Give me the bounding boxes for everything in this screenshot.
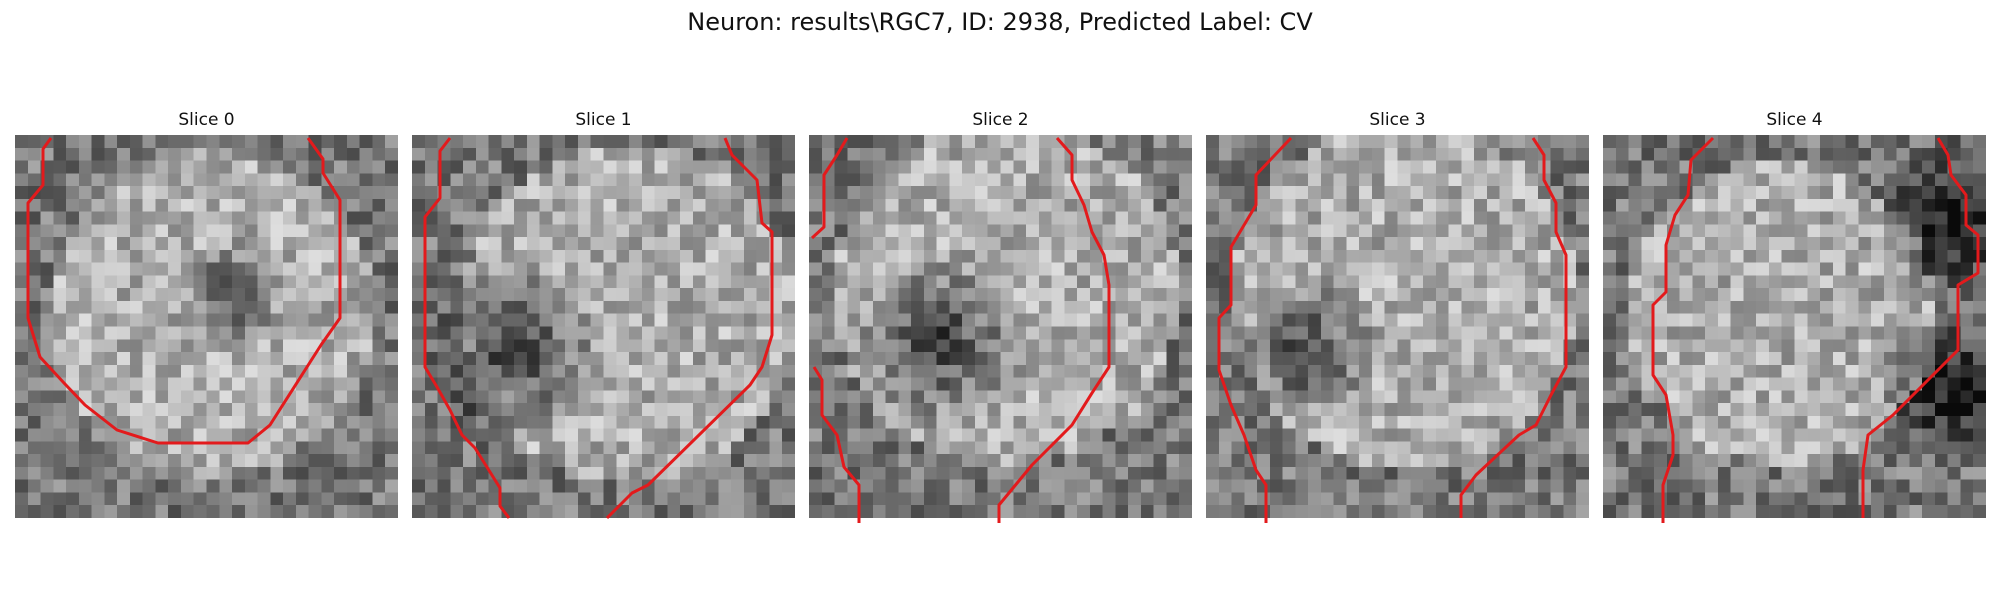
- slice-title: Slice 2: [809, 108, 1192, 132]
- segmentation-contour: [1603, 135, 1986, 518]
- segmentation-contour: [809, 135, 1192, 518]
- figure-title: Neuron: results\RGC7, ID: 2938, Predicte…: [0, 8, 2000, 36]
- slice-title: Slice 3: [1206, 108, 1589, 132]
- segmentation-contour: [412, 135, 795, 518]
- slice-title: Slice 0: [15, 108, 398, 132]
- segmentation-contour: [1206, 135, 1589, 518]
- segmentation-contour: [15, 135, 398, 518]
- slice-panel-2: Slice 2: [809, 108, 1192, 132]
- slice-title: Slice 1: [412, 108, 795, 132]
- slice-title: Slice 4: [1603, 108, 1986, 132]
- slice-panel-4: Slice 4: [1603, 108, 1986, 132]
- slice-panel-3: Slice 3: [1206, 108, 1589, 132]
- slice-panel-1: Slice 1: [412, 108, 795, 132]
- slice-panel-0: Slice 0: [15, 108, 398, 132]
